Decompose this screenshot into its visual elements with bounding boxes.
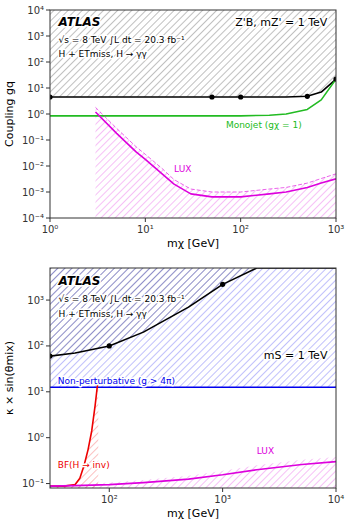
limit-curve [50,268,336,356]
y-tick-label: 10⁰ [27,432,44,443]
panel: 10⁰ 10¹ 10² 10³ 10⁻⁴ 10⁻³ 10⁻² 10⁻¹ 10⁰ 10¹ 10² 10³… [3,5,344,251]
plot-area [50,268,336,488]
y-tick [46,62,50,63]
exclusion-region [50,10,336,97]
y-tick-label: 10⁻¹ [22,478,44,489]
annotation: H + ETmiss, H → γγ [59,49,148,59]
markers [50,282,225,359]
exclusion-region [50,457,336,488]
x-tick-label: 10¹ [137,224,154,235]
y-tick [46,300,50,301]
x-tick [336,488,337,492]
marker [238,94,243,99]
x-tick [109,488,110,492]
y-tick [46,437,50,438]
exclusion-region [95,107,336,218]
y-tick-label: 10³ [27,295,44,306]
hline-region [50,268,336,387]
y-tick-label: 10⁻² [22,161,44,172]
annotation: ATLAS [58,274,101,288]
plot-frame [50,268,336,488]
limit-curve [50,79,336,97]
series-label: LUX [174,164,191,174]
y-tick-label: 10⁻¹ [22,135,44,146]
series-label: LUX [257,446,274,456]
series-label: BF(H → inv) [58,460,110,470]
chart: 10⁰ 10¹ 10² 10³ 10⁻⁴ 10⁻³ 10⁻² 10⁻¹ 10⁰ 10¹ 10² 10³… [0,0,351,531]
x-tick-label: 10³ [214,494,231,505]
series-label: Non-perturbative (g > 4π) [58,376,175,386]
x-tick-label: 10⁰ [42,224,59,235]
limit-curve [95,107,336,192]
x-tick [222,488,223,492]
fills [50,10,336,218]
annotation: √s = 8 TeV ∫L dt = 20.3 fb⁻¹ [59,35,185,45]
x-axis-label: mχ [GeV] [167,507,219,520]
y-tick [46,88,50,89]
annotation: H + ETmiss, H → γγ [59,309,148,319]
exclusion-region [50,378,98,488]
marker [305,94,310,99]
x-tick [336,218,337,222]
hline [50,387,336,389]
y-tick-label: 10¹ [27,386,44,397]
y-axis-label: κ × sin(θmix) [3,341,16,415]
lines [50,268,336,486]
y-tick [46,36,50,37]
y-tick-label: 10² [27,340,44,351]
limit-curve [50,378,98,486]
limit-curve [50,79,336,116]
y-tick [46,114,50,115]
plot-area [50,10,336,218]
y-tick [46,166,50,167]
panel: 10² 10³ 10⁴ 10⁻¹ 10⁰ 10¹ 10² 10³ mχ [GeV] κ × sin… [3,268,344,520]
y-tick [46,391,50,392]
series-label: Monojet (gχ = 1) [226,120,302,130]
plot-frame [50,10,336,218]
x-axis-label: mχ [GeV] [167,237,219,250]
y-tick [46,483,50,484]
y-tick [46,10,50,11]
marker [209,94,214,99]
y-tick [46,192,50,193]
marker [107,343,112,348]
y-tick-label: 10⁴ [27,5,44,16]
x-tick [240,218,241,222]
x-tick-label: 10⁴ [328,494,345,505]
y-tick-label: 10⁰ [27,109,44,120]
annotation: ATLAS [58,15,101,29]
y-tick [46,140,50,141]
y-tick-label: 10¹ [27,83,44,94]
y-axis-label: Coupling gq [3,81,16,147]
fills [50,268,336,488]
y-tick-label: 10³ [27,31,44,42]
lines [50,79,336,197]
x-tick [50,218,51,222]
markers [50,76,336,99]
x-tick [145,218,146,222]
y-tick [46,218,50,219]
title: mS = 1 TeV [264,349,328,362]
marker [220,282,225,287]
y-tick-label: 10⁻³ [22,187,44,198]
y-tick-label: 10² [27,57,44,68]
x-tick-label: 10³ [328,224,345,235]
title: Z'B, mZ' = 1 TeV [235,16,328,29]
y-tick [46,345,50,346]
y-tick-label: 10⁻⁴ [22,213,44,224]
x-tick-label: 10² [232,224,249,235]
x-tick-label: 10² [101,494,118,505]
annotation: √s = 8 TeV ∫L dt = 20.3 fb⁻¹ [59,294,185,304]
